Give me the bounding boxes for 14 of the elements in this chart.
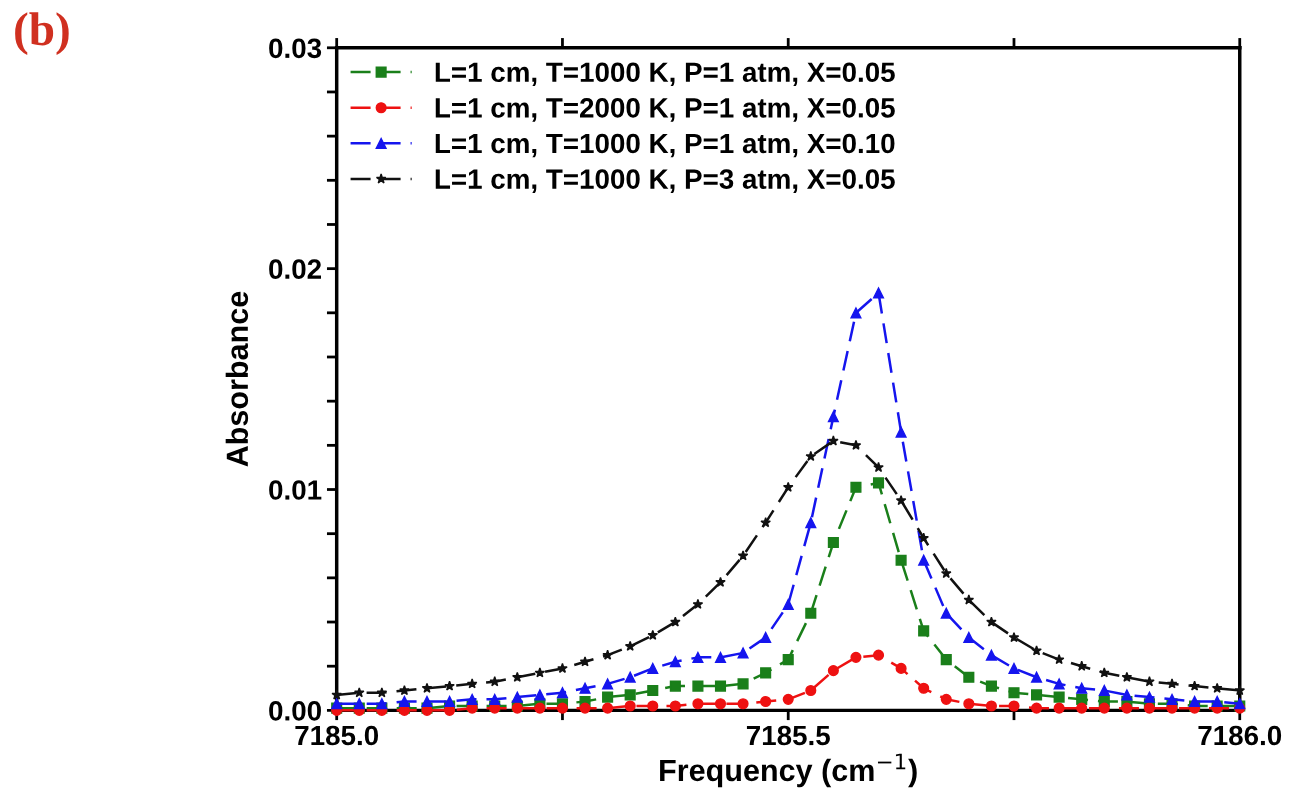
text: (b)	[15, 12, 69, 55]
y-axis-title: Absorbance	[225, 291, 249, 467]
x-tick-label: 7185.0	[295, 725, 379, 746]
legend-label: L=1 cm, T=2000 K, P=1 atm, X=0.05	[435, 98, 895, 122]
y-tick-label: 0.02	[269, 259, 321, 279]
legend-label: L=1 cm, T=1000 K, P=1 atm, X=0.10	[435, 133, 895, 158]
legend-label: L=1 cm, T=1000 K, P=3 atm, X=0.05	[435, 169, 895, 193]
x-axis-title: Frequency (cm$^{−1}$)	[660, 753, 917, 788]
y-tick-label: 0.00	[269, 701, 321, 721]
y-tick-label: 0.01	[269, 480, 322, 500]
x-tick-label: 7185.5	[746, 725, 830, 746]
y-tick-label: 0.03	[269, 38, 322, 59]
x-tick-label: 7186.0	[1198, 725, 1282, 746]
legend-label: L=1 cm, T=1000 K, P=1 atm, X=0.05	[435, 62, 895, 87]
